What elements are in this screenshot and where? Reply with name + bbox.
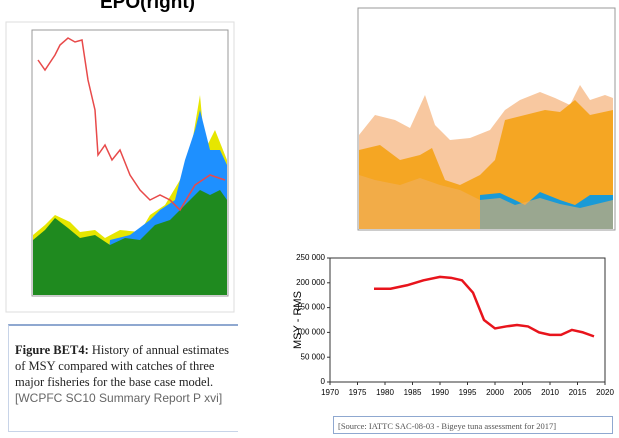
plot-frame <box>31 29 229 297</box>
x-tick-label: 1995 <box>459 388 477 397</box>
x-tick-label: 2015 <box>569 388 587 397</box>
heading: EPO(right) <box>100 0 195 13</box>
y-tick-label: 100 000 <box>296 328 325 337</box>
caption-label: Figure BET4: <box>15 343 89 357</box>
right-top-figure <box>357 7 616 231</box>
left-figure <box>5 21 235 313</box>
x-tick-label: 2000 <box>486 388 504 397</box>
x-tick-label: 2010 <box>541 388 559 397</box>
y-tick-label: 0 <box>321 377 326 386</box>
x-tick-label: 1980 <box>376 388 394 397</box>
y-tick-label: 250 000 <box>296 253 325 262</box>
area-lower <box>359 175 613 229</box>
plot-frame <box>329 257 606 383</box>
x-tick-label: 1970 <box>321 388 339 397</box>
caption-text: History of annual estimates of MSY compa… <box>15 343 229 389</box>
msy-chart: MSY - RMS 0 50 000 100 000 150 000 200 000 25… <box>292 253 615 397</box>
y-tick-label: 150 000 <box>296 303 325 312</box>
y-axis-title: MSY - RMS <box>292 291 304 349</box>
y-tick-label: 200 000 <box>296 278 325 287</box>
x-tick-label: 1985 <box>404 388 422 397</box>
caption-reference: [WCPFC SC10 Summary Report P xvi] <box>15 391 223 405</box>
x-tick-label: 1990 <box>431 388 449 397</box>
line-red <box>37 37 226 212</box>
caption: Figure BET4: History of annual estimates… <box>8 324 238 432</box>
series-line <box>374 275 595 338</box>
y-tick-label: 50 000 <box>301 352 326 361</box>
x-tick-label: 2020 <box>596 388 614 397</box>
x-tick-label: 2005 <box>514 388 532 397</box>
area-green <box>33 190 227 295</box>
x-tick-label: 1975 <box>349 388 367 397</box>
source: [Source: IATTC SAC-08-03 - Bigeye tuna a… <box>333 416 613 434</box>
